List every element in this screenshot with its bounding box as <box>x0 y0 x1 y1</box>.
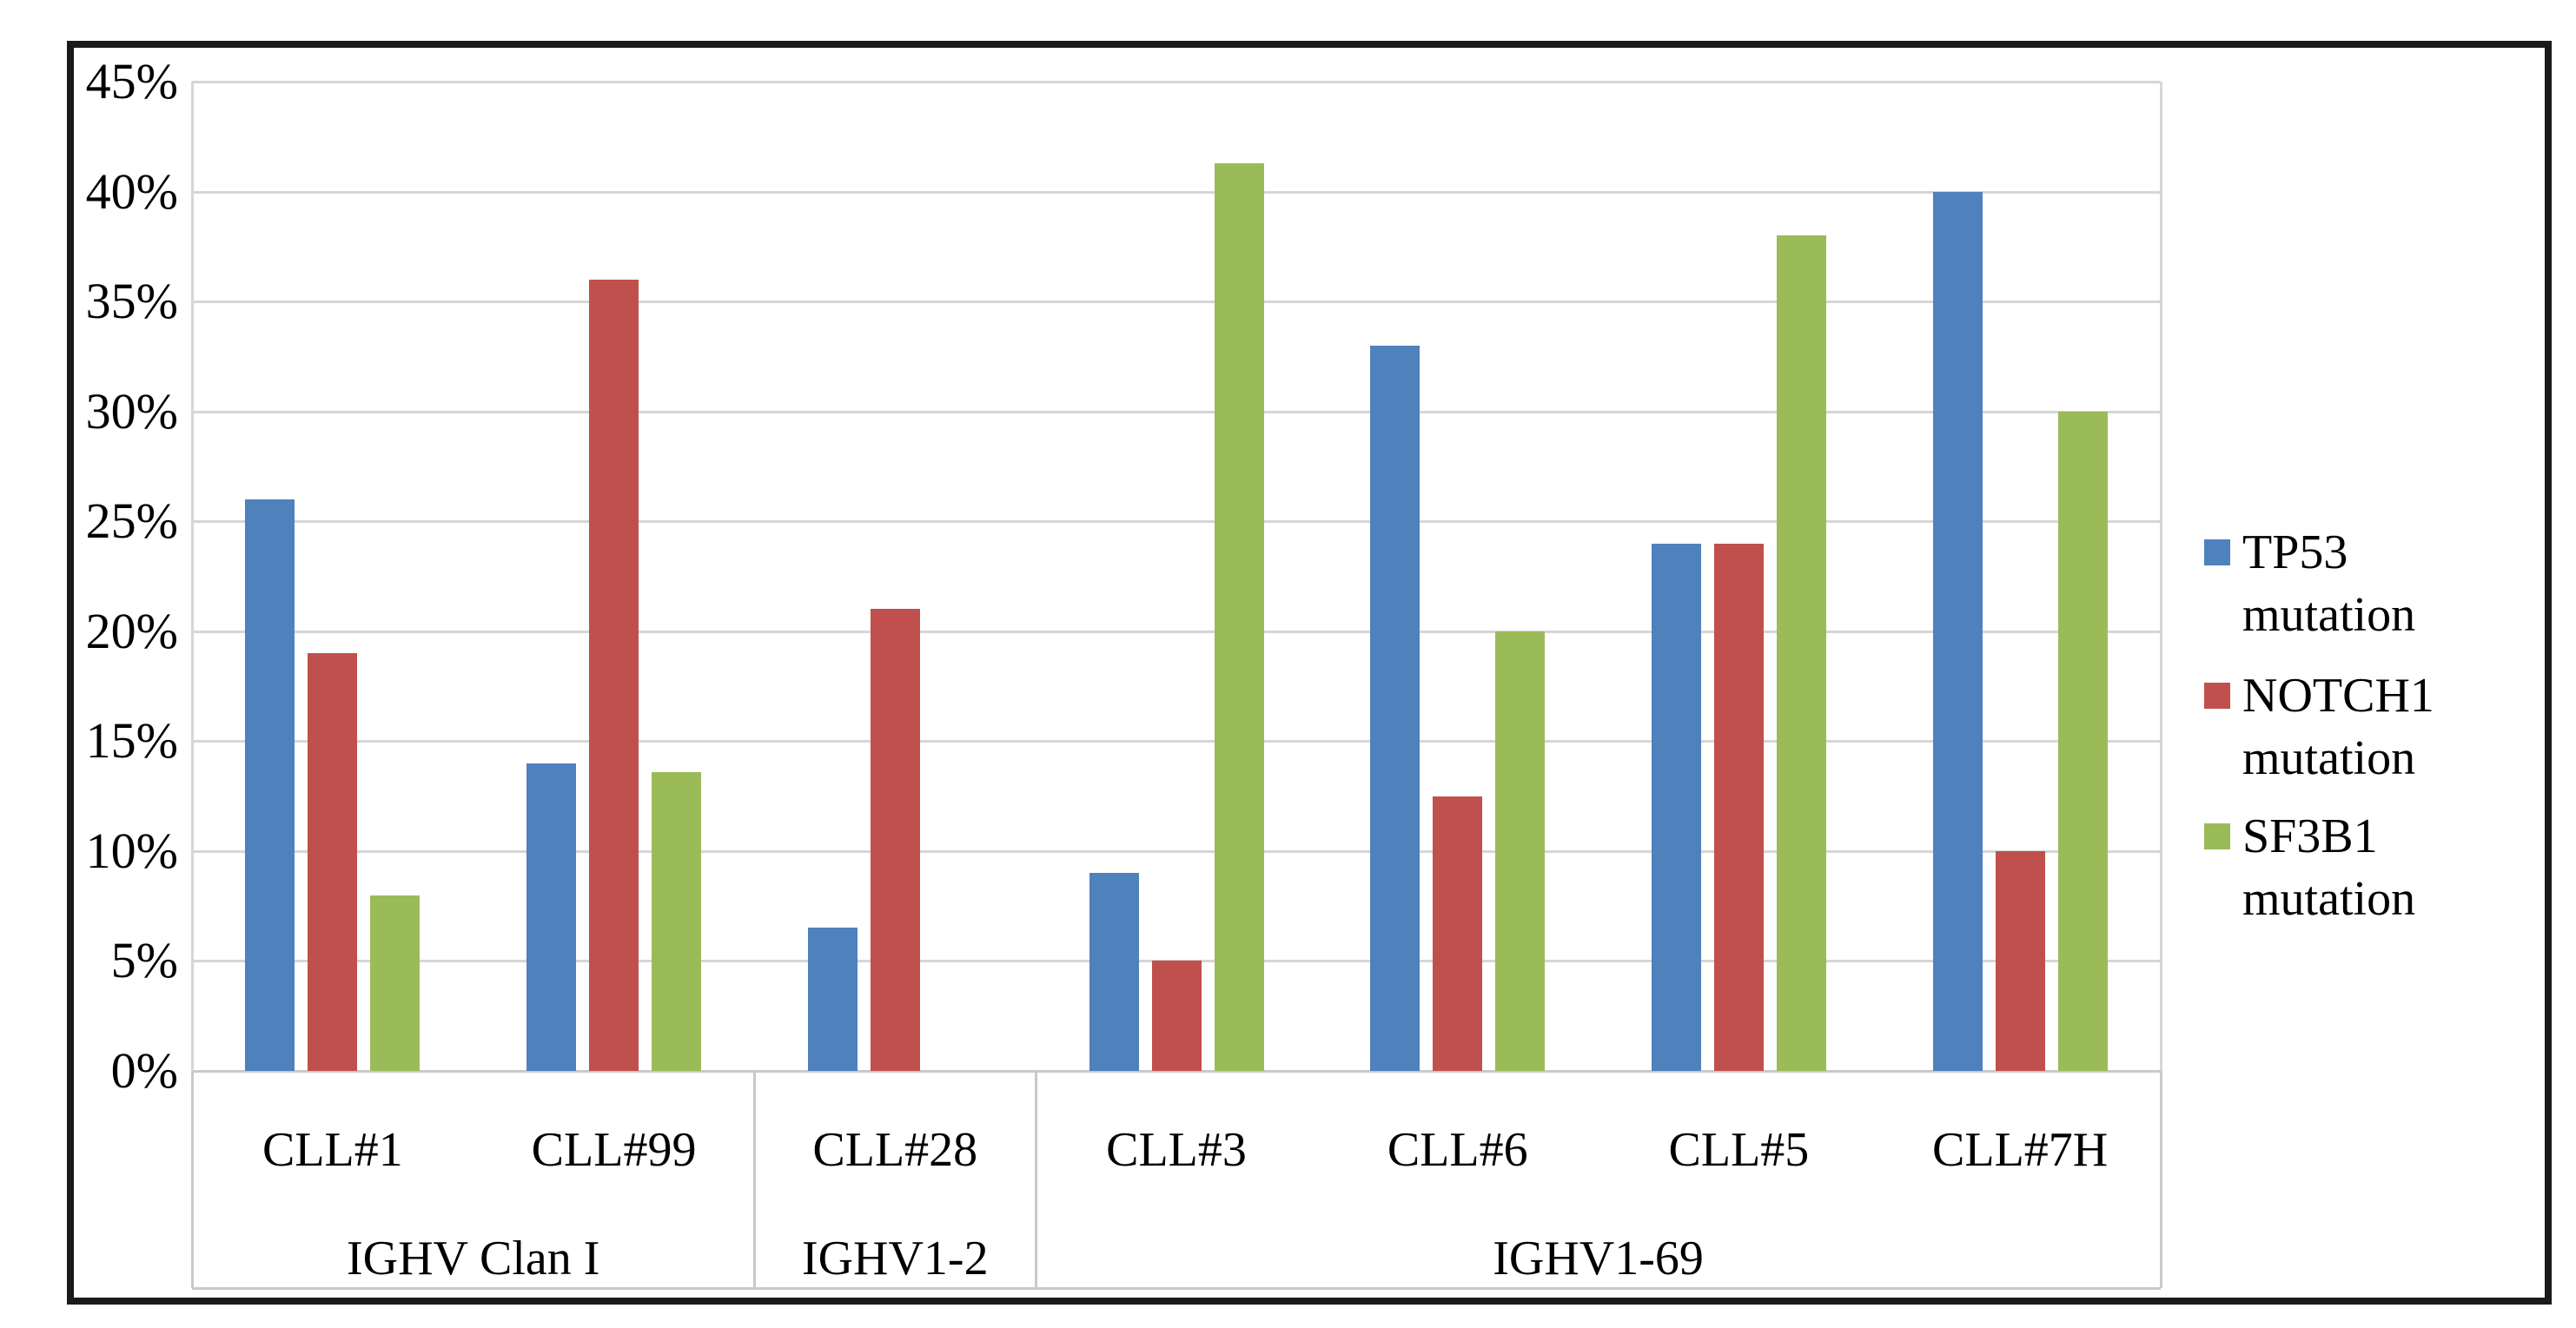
plot-left-border <box>191 82 194 1071</box>
legend-item-notch1-mutation: NOTCH1 mutation <box>2204 664 2434 790</box>
legend-swatch-tp53-mutation <box>2204 539 2230 565</box>
bar-notch1-mutation-cll-28 <box>870 609 920 1071</box>
bar-tp53-mutation-cll-1 <box>245 499 295 1071</box>
legend-swatch-notch1-mutation <box>2204 683 2230 709</box>
gridline-30 <box>192 410 2161 413</box>
figure-border <box>67 41 2552 1305</box>
category-label-cll-1: CLL#1 <box>262 1123 403 1177</box>
category-label-cll-7h: CLL#7H <box>1932 1123 2109 1177</box>
legend-label-sf3b1-mutation: SF3B1 mutation <box>2242 805 2415 930</box>
legend-label-notch1-mutation: NOTCH1 mutation <box>2242 664 2434 790</box>
category-label-cll-28: CLL#28 <box>812 1123 978 1177</box>
y-axis-tick-label-30: 30% <box>85 382 178 439</box>
legend-label-tp53-mutation: TP53 mutation <box>2242 521 2415 646</box>
bar-notch1-mutation-cll-3 <box>1151 961 1202 1071</box>
bar-sf3b1-mutation-cll-7h <box>2057 411 2108 1071</box>
bar-notch1-mutation-cll-7h <box>1995 850 2045 1071</box>
gridline-0 <box>192 1070 2161 1073</box>
gridline-15 <box>192 740 2161 743</box>
gridline-40 <box>192 190 2161 194</box>
bar-sf3b1-mutation-cll-6 <box>1495 631 1546 1071</box>
y-axis-tick-label-45: 45% <box>85 53 178 110</box>
y-axis-tick-label-40: 40% <box>85 162 178 220</box>
legend-label-line: SF3B1 <box>2242 809 2378 863</box>
bar-tp53-mutation-cll-28 <box>807 928 858 1071</box>
category-box-right-line <box>2160 1071 2162 1288</box>
bar-sf3b1-mutation-cll-3 <box>1214 162 1264 1071</box>
bar-notch1-mutation-cll-6 <box>1433 796 1483 1071</box>
category-box-left-line <box>191 1071 194 1288</box>
category-label-cll-6: CLL#6 <box>1387 1123 1528 1177</box>
group-label-ighv1-2: IGHV1-2 <box>801 1232 989 1285</box>
legend-label-line: mutation <box>2242 588 2416 642</box>
y-axis-tick-label-15: 15% <box>85 712 178 770</box>
plot-right-border <box>2160 82 2162 1071</box>
bar-tp53-mutation-cll-5 <box>1651 543 1701 1071</box>
bar-tp53-mutation-cll-7h <box>1932 191 1983 1071</box>
y-axis-tick-label-20: 20% <box>85 602 178 659</box>
bar-sf3b1-mutation-cll-99 <box>652 771 702 1071</box>
y-axis-tick-label-25: 25% <box>85 492 178 550</box>
gridline-10 <box>192 849 2161 853</box>
bar-sf3b1-mutation-cll-1 <box>370 895 421 1071</box>
legend-swatch-sf3b1-mutation <box>2204 823 2230 849</box>
legend-label-line: mutation <box>2242 731 2416 785</box>
y-axis-tick-label-10: 10% <box>85 822 178 879</box>
group-separator-1 <box>753 1071 757 1288</box>
category-box-bottom-line <box>192 1287 2161 1290</box>
y-axis-tick-label-5: 5% <box>110 932 178 989</box>
y-axis-tick-label-0: 0% <box>110 1042 178 1099</box>
group-separator-2 <box>1035 1071 1038 1288</box>
bar-sf3b1-mutation-cll-5 <box>1776 235 1826 1071</box>
bar-tp53-mutation-cll-6 <box>1370 345 1420 1071</box>
legend-item-sf3b1-mutation: SF3B1 mutation <box>2204 805 2415 930</box>
group-label-ighv-clan-i: IGHV Clan I <box>347 1232 600 1285</box>
category-label-cll-5: CLL#5 <box>1668 1123 1810 1177</box>
legend-label-line: NOTCH1 <box>2242 669 2434 723</box>
legend-label-line: TP53 <box>2242 525 2348 579</box>
gridline-45 <box>192 81 2161 84</box>
gridline-25 <box>192 520 2161 524</box>
gridline-20 <box>192 630 2161 633</box>
bar-tp53-mutation-cll-99 <box>526 763 577 1071</box>
group-label-ighv1-69: IGHV1-69 <box>1493 1232 1704 1285</box>
legend-label-line: mutation <box>2242 872 2416 926</box>
category-label-cll-3: CLL#3 <box>1106 1123 1247 1177</box>
legend-item-tp53-mutation: TP53 mutation <box>2204 521 2415 646</box>
bar-tp53-mutation-cll-3 <box>1089 873 1139 1071</box>
bar-notch1-mutation-cll-1 <box>308 653 358 1071</box>
category-label-cll-99: CLL#99 <box>531 1123 697 1177</box>
bar-notch1-mutation-cll-99 <box>589 279 639 1071</box>
bar-notch1-mutation-cll-5 <box>1713 543 1764 1071</box>
gridline-35 <box>192 301 2161 304</box>
y-axis-tick-label-35: 35% <box>85 273 178 330</box>
